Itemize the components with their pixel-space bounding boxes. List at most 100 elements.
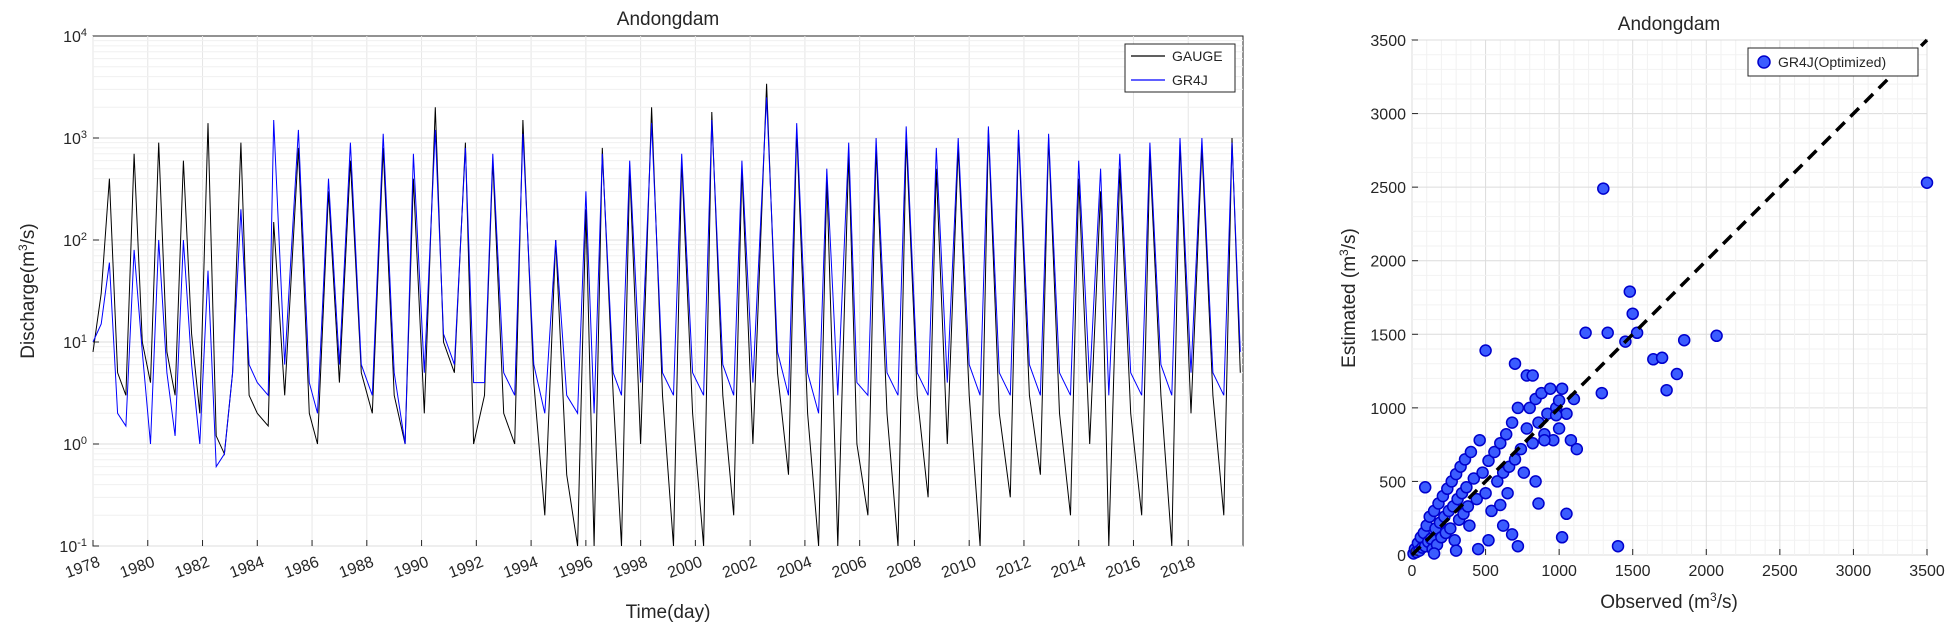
scatter-title: Andongdam (1618, 14, 1720, 35)
scatter-point (1494, 436, 1507, 450)
scatter-grid (1411, 39, 1928, 556)
scatter-legend-box (1747, 47, 1919, 77)
x-tick-label: 2006 (830, 554, 869, 582)
scatter-point (1508, 357, 1522, 370)
one-to-one-reference-line (1410, 38, 1929, 557)
y-tick-label: 102 (63, 231, 87, 250)
scatter-x-axis-label: Observed (m3/s) (1600, 590, 1738, 613)
scatter-point (1710, 329, 1723, 343)
x-tick-label: 2014 (1049, 554, 1088, 582)
x-tick-label: 1982 (173, 554, 212, 582)
scatter-point (1520, 422, 1534, 435)
timeseries-x-axis-label: Time(day) (626, 602, 711, 623)
x-tick-label: 1986 (282, 554, 321, 582)
scatter-point (1677, 333, 1691, 347)
timeseries-y-ticks: 10-1 100 101 102 103 104 (59, 27, 99, 556)
scatter-point (1529, 475, 1542, 488)
scatter-point (1494, 498, 1507, 512)
x-tick-label: 3000 (1836, 563, 1872, 580)
legend-marker-gr4j-optimized (1757, 55, 1771, 69)
scatter-point (1511, 401, 1525, 415)
x-tick-label: 1988 (337, 554, 376, 582)
scatter-point (1538, 433, 1551, 447)
scatter-point (1552, 422, 1566, 435)
x-tick-label: 500 (1472, 563, 1499, 580)
scatter-point (1564, 433, 1578, 447)
scatter-point (1544, 382, 1557, 395)
series-line-gr4j (92, 97, 1241, 469)
x-tick-label: 2002 (720, 554, 759, 582)
x-tick-label: 1992 (446, 554, 485, 582)
y-tick-label: 100 (63, 435, 87, 454)
y-tick-label: 2000 (1370, 254, 1406, 271)
x-tick-label: 1000 (1541, 563, 1577, 580)
timeseries-y-axis-label: Discharge(m3/s) (16, 223, 39, 359)
series-line-gauge (92, 83, 1241, 547)
scatter-legend: GR4J(Optimized) (1747, 47, 1919, 77)
y-tick-label: 103 (63, 129, 87, 148)
scatter-point (1660, 383, 1673, 397)
legend-label-gr4j: GR4J (1172, 72, 1208, 88)
legend-label-gr4j-optimized: GR4J(Optimized) (1778, 54, 1886, 70)
scatter-point (1555, 382, 1569, 395)
scatter-point (1482, 534, 1495, 547)
x-tick-label: 1994 (501, 554, 540, 582)
scatter-point (1570, 442, 1584, 456)
x-tick-label: 2010 (939, 554, 978, 582)
scatter-point (1505, 416, 1519, 429)
legend-label-gauge: GAUGE (1172, 48, 1223, 64)
scatter-point (1464, 445, 1478, 459)
x-tick-label: 3500 (1909, 563, 1945, 580)
y-tick-label: 2500 (1370, 180, 1406, 197)
scatter-point (1601, 326, 1614, 340)
scatter-panel: 0 500 1000 1500 2000 2500 3000 3500 0 500 1000 150… (1337, 14, 1945, 613)
x-tick-label: 1980 (118, 554, 157, 582)
scatter-point (1444, 522, 1457, 535)
timeseries-plot-area (92, 35, 1244, 547)
scatter-point (1485, 504, 1498, 518)
scatter-point (1460, 481, 1473, 494)
y-tick-label: 3000 (1370, 107, 1406, 124)
y-tick-label: 0 (1397, 548, 1406, 565)
scatter-point (1473, 433, 1486, 447)
x-tick-label: 2008 (885, 554, 924, 582)
scatter-point (1670, 367, 1684, 381)
y-tick-label: 3500 (1370, 33, 1406, 50)
scatter-point (1920, 176, 1934, 189)
scatter-point (1655, 351, 1669, 365)
y-tick-label: 500 (1379, 474, 1406, 491)
scatter-point (1630, 326, 1644, 340)
scatter-point (1526, 369, 1539, 382)
scatter-point (1626, 307, 1639, 320)
scatter-point (1595, 386, 1609, 400)
scatter-point (1496, 519, 1510, 532)
scatter-point (1579, 326, 1592, 340)
scatter-point (1488, 445, 1501, 459)
scatter-point (1418, 481, 1432, 494)
x-tick-label: 2016 (1104, 554, 1143, 582)
scatter-point (1597, 182, 1610, 195)
timeseries-legend-box (1124, 43, 1236, 93)
x-tick-label: 1998 (611, 554, 650, 582)
scatter-point (1491, 475, 1504, 488)
scatter-point (1467, 472, 1481, 485)
scatter-point (1482, 454, 1495, 468)
scatter-point (1511, 539, 1525, 553)
scatter-point (1501, 486, 1514, 500)
scatter-point (1560, 507, 1573, 521)
x-tick-label: 1500 (1615, 563, 1651, 580)
scatter-y-axis-label: Estimated (m3/s) (1337, 228, 1360, 368)
scatter-point (1560, 407, 1573, 420)
scatter-point (1427, 547, 1441, 560)
x-tick-label: 2012 (994, 554, 1033, 582)
x-tick-label: 2000 (1688, 563, 1724, 580)
timeseries-grid (92, 36, 1243, 547)
scatter-point (1479, 344, 1492, 357)
y-tick-label: 101 (63, 333, 87, 352)
scatter-point (1555, 531, 1569, 544)
x-tick-label: 1984 (227, 554, 266, 582)
scatter-point (1532, 497, 1545, 510)
y-tick-label: 104 (63, 27, 87, 46)
scatter-point (1517, 466, 1531, 479)
